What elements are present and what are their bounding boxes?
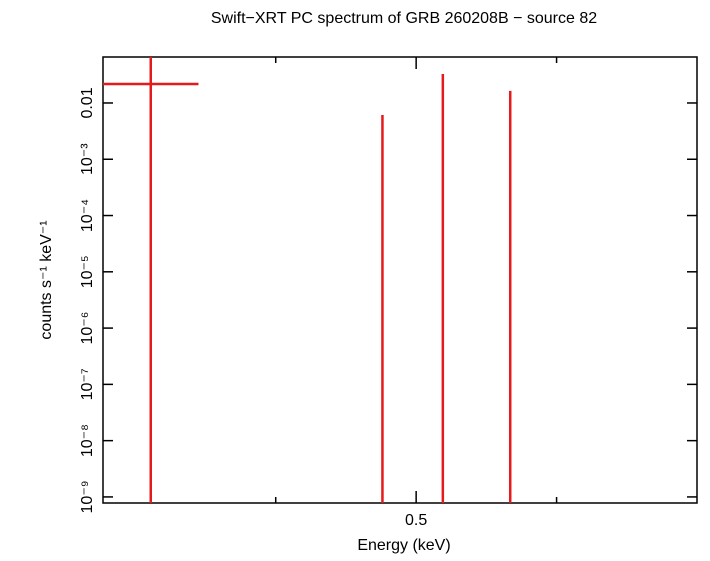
x-tick-label: 0.5: [405, 512, 427, 529]
y-tick-label: 10⁻⁷: [79, 368, 96, 400]
y-tick-label: 10⁻⁸: [79, 424, 96, 457]
y-tick-label: 10⁻⁶: [79, 312, 96, 345]
y-tick-label: 0.01: [79, 87, 96, 118]
y-tick-label: 10⁻³: [79, 143, 96, 175]
x-axis-label: Energy (keV): [357, 537, 450, 554]
y-axis-label: counts s⁻¹ keV⁻¹: [38, 220, 55, 339]
y-tick-label: 10⁻⁵: [79, 255, 96, 288]
chart-title: Swift−XRT PC spectrum of GRB 260208B − s…: [211, 10, 597, 27]
plot-frame: [102, 56, 698, 504]
y-tick-label: 10⁻⁹: [79, 480, 96, 513]
y-tick-label: 10⁻⁴: [79, 199, 96, 232]
plot-area: [103, 57, 512, 503]
